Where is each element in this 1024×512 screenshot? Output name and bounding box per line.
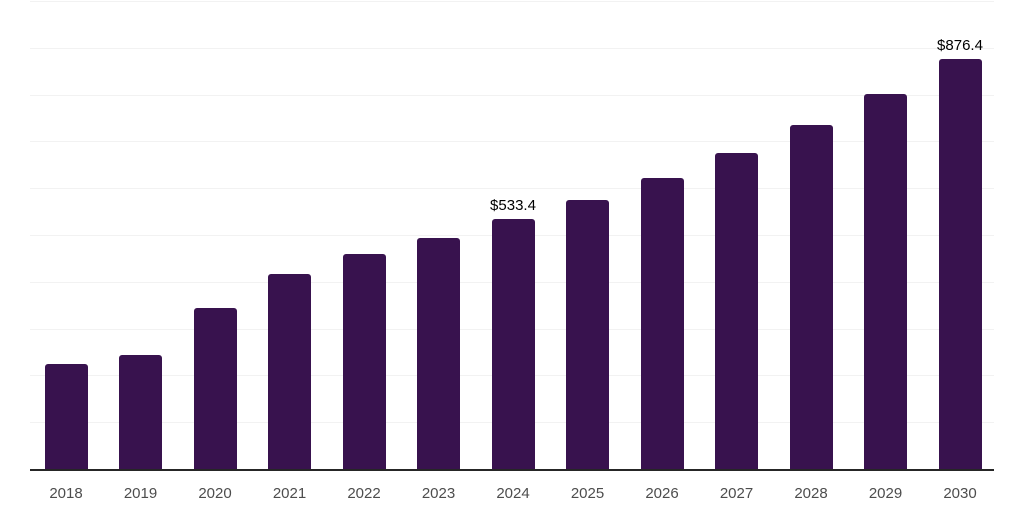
x-axis-line — [30, 469, 994, 471]
gridline — [30, 141, 994, 143]
bar-2018 — [44, 363, 88, 469]
bar-2030 — [938, 58, 982, 469]
bar-2021 — [268, 273, 311, 469]
bar-2022 — [342, 253, 386, 469]
gridline — [30, 188, 994, 190]
gridline — [30, 94, 994, 96]
x-tick-label-2030: 2030 — [943, 485, 977, 502]
x-tick-label-2018: 2018 — [49, 485, 83, 502]
x-tick-label-2028: 2028 — [794, 485, 828, 502]
x-tick-label-2027: 2027 — [719, 485, 754, 502]
x-tick-label-2021: 2021 — [272, 485, 307, 502]
bar-2019 — [119, 355, 162, 469]
bar-2027 — [715, 153, 758, 469]
x-tick-label-2023: 2023 — [421, 485, 456, 502]
x-tick-label-2026: 2026 — [645, 485, 679, 502]
x-tick-label-2024: 2024 — [496, 485, 530, 502]
gridline — [30, 47, 994, 49]
bar-2023 — [417, 237, 460, 469]
bar-value-label-2024: $533.4 — [490, 197, 536, 215]
x-tick-label-2019: 2019 — [123, 485, 158, 502]
bar-2024 — [491, 219, 535, 469]
x-tick-label-2029: 2029 — [868, 485, 903, 502]
x-tick-label-2022: 2022 — [347, 485, 381, 502]
plot-area: $533.4 $876.4 — [30, 0, 994, 471]
bar-2029 — [864, 94, 907, 469]
bar-value-label-2030: $876.4 — [937, 36, 983, 54]
bar-2026 — [640, 177, 684, 469]
x-tick-label-2025: 2025 — [570, 485, 605, 502]
gridline — [30, 1, 994, 2]
bar-2025 — [566, 199, 609, 469]
bar-2028 — [789, 125, 833, 469]
x-tick-label-2020: 2020 — [198, 485, 232, 502]
bar-2020 — [193, 308, 237, 469]
